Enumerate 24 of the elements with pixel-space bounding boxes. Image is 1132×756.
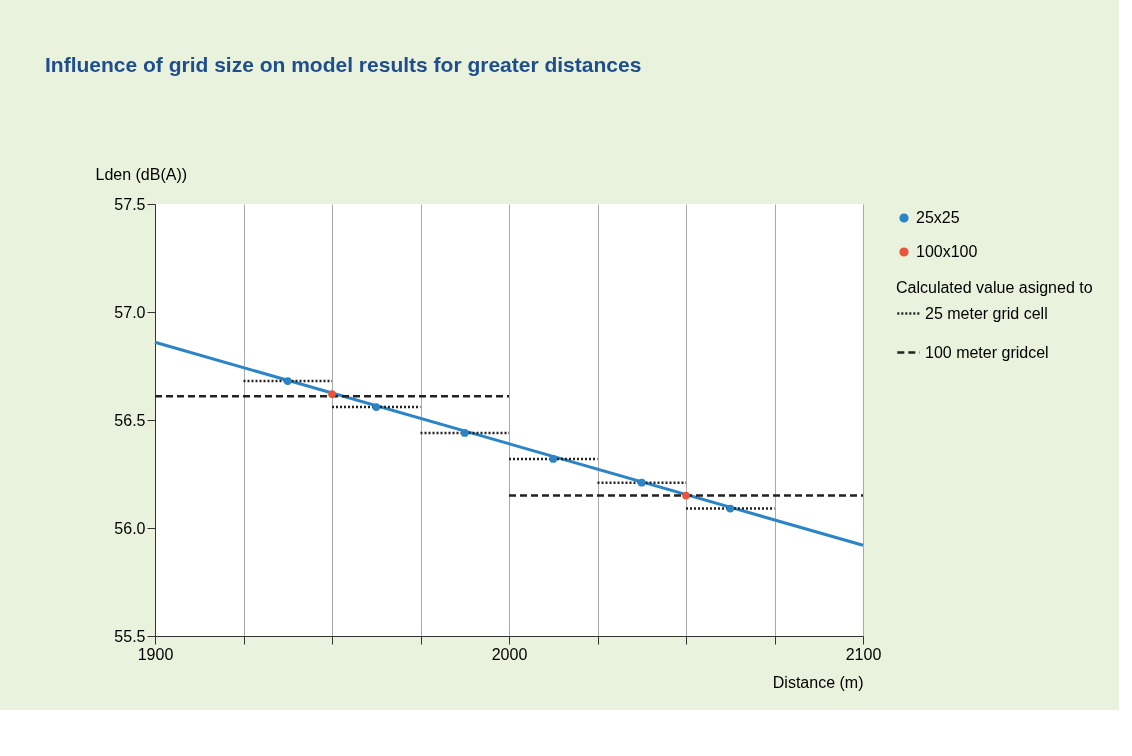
point <box>549 455 558 463</box>
y-axis-title: Lden (dB(A)) <box>95 165 188 183</box>
y-tick-label: 56.0 <box>114 519 146 537</box>
point <box>460 429 469 437</box>
legend-label: 25 meter grid cell <box>925 304 1048 322</box>
x-tick-label: 2100 <box>845 645 882 663</box>
chart-title: Influence of grid size on model results for greater distances <box>45 53 642 76</box>
legend-label: 25x25 <box>916 209 960 226</box>
legend-title: Calculated value asigned to <box>896 279 1093 296</box>
legend-label: 100x100 <box>916 243 978 260</box>
y-tick-label: 56.5 <box>114 411 146 429</box>
y-tick-label: 57.5 <box>114 195 146 213</box>
point <box>682 491 690 500</box>
x-tick-label: 2000 <box>491 645 528 663</box>
point <box>328 390 336 398</box>
x-tick-label: 1900 <box>137 645 174 663</box>
y-tick-label: 57.0 <box>114 303 146 321</box>
x-axis-title: Distance (m) <box>772 673 864 691</box>
point <box>637 478 646 487</box>
point <box>372 403 381 411</box>
point <box>726 504 735 513</box>
legend-label: 100 meter gridcel <box>925 343 1049 361</box>
y-tick-label: 55.5 <box>114 627 146 645</box>
point <box>283 377 292 385</box>
